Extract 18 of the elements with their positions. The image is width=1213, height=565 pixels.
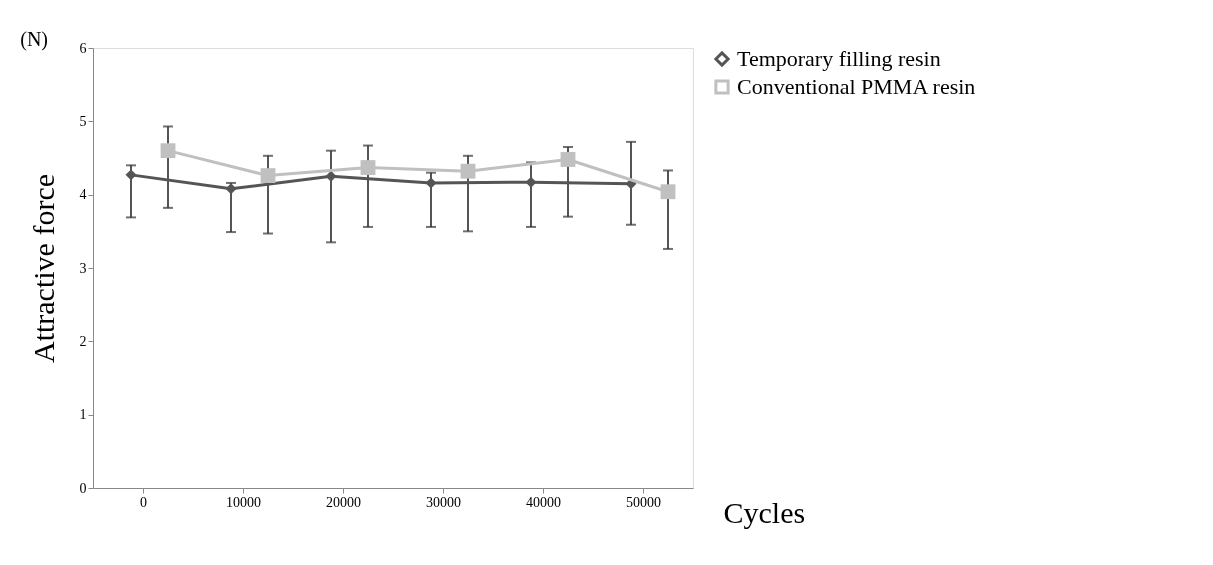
x-tick-label: 20000 <box>326 494 361 510</box>
y-tick-label: 3 <box>79 260 87 276</box>
y-axis-title: Attractive force <box>26 173 60 364</box>
x-tick-label: 40000 <box>526 494 561 510</box>
y-tick-label: 4 <box>79 187 87 203</box>
legend-label: Temporary filling resin <box>737 46 941 71</box>
legend-label: Conventional PMMA resin <box>737 74 976 99</box>
x-tick-label: 30000 <box>426 494 461 510</box>
y-tick-label: 0 <box>79 480 87 496</box>
y-tick-label: 2 <box>79 333 87 349</box>
y-tick-label: 5 <box>79 113 87 129</box>
x-tick-label: 0 <box>140 494 147 510</box>
x-tick-label: 10000 <box>226 494 261 510</box>
text: (N) <box>20 28 48 51</box>
y-tick-label: 1 <box>79 407 87 423</box>
x-axis-title: Cycles <box>723 495 806 529</box>
x-tick-label: 50000 <box>626 494 661 510</box>
y-tick-label: 6 <box>79 40 87 56</box>
